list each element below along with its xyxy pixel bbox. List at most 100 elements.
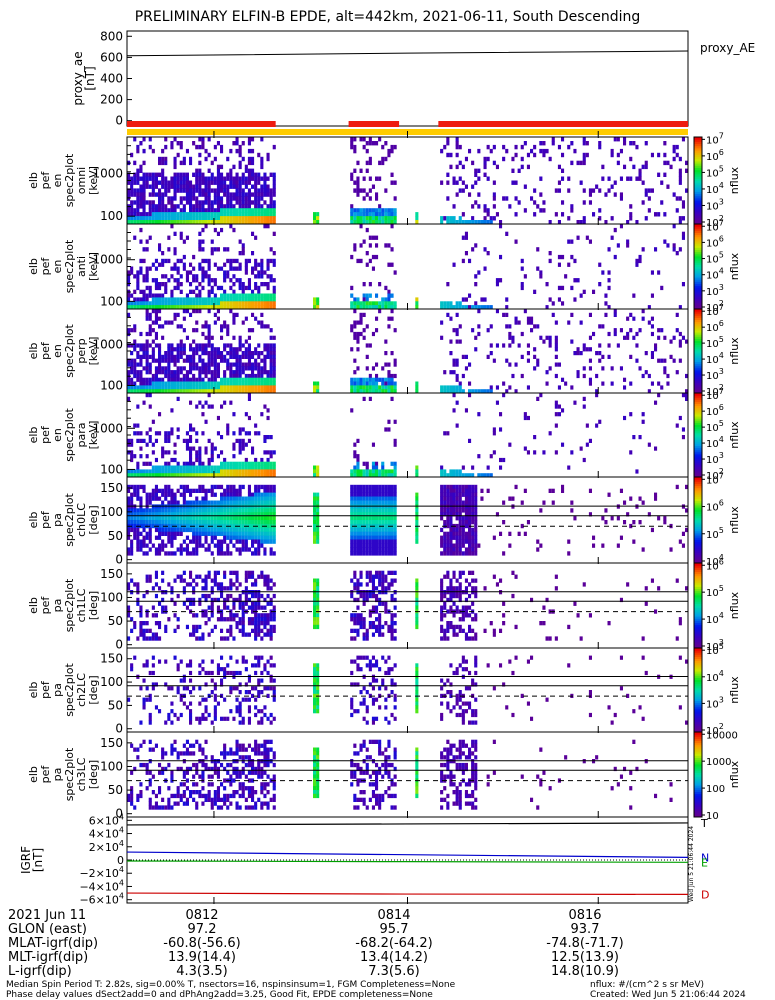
heatmap-cell <box>139 343 143 348</box>
heatmap-cell <box>130 176 134 181</box>
heatmap-cell <box>387 535 391 540</box>
heatmap-cell <box>362 527 366 533</box>
heatmap-cell <box>198 188 202 193</box>
heatmap-cell <box>393 301 397 306</box>
heatmap-cell <box>173 216 177 221</box>
heatmap-cell <box>229 473 233 478</box>
heatmap-cell <box>468 543 472 548</box>
heatmap-cell <box>266 220 270 225</box>
heatmap-cell <box>272 389 276 394</box>
heatmap-cell <box>161 469 165 474</box>
heatmap-cell <box>489 343 493 348</box>
heatmap-cell <box>449 488 453 493</box>
y-tick-label: 200 <box>100 93 123 107</box>
heatmap-cell <box>170 180 174 185</box>
heatmap-cell <box>381 508 385 513</box>
heatmap-cell <box>154 512 158 517</box>
heatmap-cell <box>185 301 189 306</box>
heatmap-cell <box>254 520 258 525</box>
heatmap-cell <box>247 192 251 197</box>
heatmap-cell <box>461 488 465 493</box>
heatmap-cell <box>474 547 478 552</box>
heatmap-cell <box>260 220 264 225</box>
heatmap-cell <box>142 484 146 490</box>
heatmap-cell <box>384 301 388 306</box>
heatmap-cell <box>474 508 478 513</box>
heatmap-cell <box>561 137 565 142</box>
heatmap-cell <box>185 446 189 451</box>
heatmap-cell <box>176 385 180 390</box>
heatmap-cell <box>461 188 465 193</box>
heatmap-cell <box>511 156 515 162</box>
heatmap-cell <box>182 343 186 348</box>
heatmap-cell <box>474 200 478 205</box>
heatmap-cell <box>158 180 162 185</box>
heatmap-cell <box>235 520 239 525</box>
heatmap-cell <box>468 539 472 544</box>
heatmap-cell <box>455 141 459 146</box>
heatmap-cell <box>182 328 186 333</box>
heatmap-cell <box>201 347 205 352</box>
heatmap-cell <box>223 516 227 521</box>
heatmap-cell <box>179 212 183 217</box>
heatmap-cell <box>461 520 465 525</box>
heatmap-cell <box>623 377 627 382</box>
heatmap-cell <box>514 144 518 150</box>
heatmap-cell <box>142 200 146 205</box>
heatmap-cell <box>232 316 236 321</box>
colorbar-cell <box>694 432 702 436</box>
heatmap-cell <box>390 212 394 217</box>
heatmap-cell <box>257 366 261 371</box>
heatmap-cell <box>455 164 459 170</box>
heatmap-cell <box>582 404 586 409</box>
heatmap-cell <box>201 247 205 252</box>
heatmap-cell <box>672 247 676 252</box>
heatmap-cell <box>251 469 255 474</box>
heatmap-cell <box>260 156 264 162</box>
heatmap-cell <box>313 473 317 478</box>
heatmap-cell <box>158 297 162 302</box>
heatmap-cell <box>176 381 180 386</box>
heatmap-cell <box>415 465 419 470</box>
heatmap-cell <box>644 164 648 170</box>
heatmap-cell <box>272 285 276 291</box>
heatmap-cell <box>272 496 276 501</box>
heatmap-cell <box>204 373 208 379</box>
heatmap-cell <box>216 168 220 173</box>
heatmap-cell <box>189 461 193 466</box>
y-axis-label: spec2plot <box>63 239 76 293</box>
heatmap-cell <box>189 270 193 275</box>
heatmap-cell <box>260 381 264 386</box>
heatmap-cell <box>269 358 273 363</box>
heatmap-cell <box>390 473 394 478</box>
heatmap-cell <box>483 305 487 310</box>
heatmap-cell <box>238 200 242 205</box>
heatmap-cell <box>189 262 193 267</box>
heatmap-cell <box>133 431 137 436</box>
heatmap-cell <box>272 231 276 236</box>
heatmap-cell <box>207 192 211 197</box>
heatmap-cell <box>260 535 264 540</box>
heatmap-cell <box>672 148 676 154</box>
heatmap-cell <box>353 539 357 544</box>
heatmap-cell <box>371 473 375 478</box>
heatmap-cell <box>539 335 543 340</box>
heatmap-cell <box>554 339 558 344</box>
heatmap-cell <box>263 469 267 474</box>
heatmap-cell <box>220 500 224 505</box>
heatmap-cell <box>260 262 264 267</box>
heatmap-cell <box>644 216 648 221</box>
heatmap-cell <box>220 404 224 409</box>
heatmap-cell <box>375 500 379 505</box>
heatmap-cell <box>471 216 475 221</box>
heatmap-cell <box>176 176 180 181</box>
heatmap-cell <box>195 188 199 193</box>
colorbar-cell <box>694 498 702 502</box>
heatmap-cell <box>176 305 180 310</box>
heatmap-cell <box>170 531 174 536</box>
heatmap-cell <box>638 435 642 440</box>
heatmap-cell <box>598 324 602 329</box>
heatmap-cell <box>142 523 146 529</box>
colorbar-cell <box>694 474 702 478</box>
heatmap-cell <box>272 469 276 474</box>
